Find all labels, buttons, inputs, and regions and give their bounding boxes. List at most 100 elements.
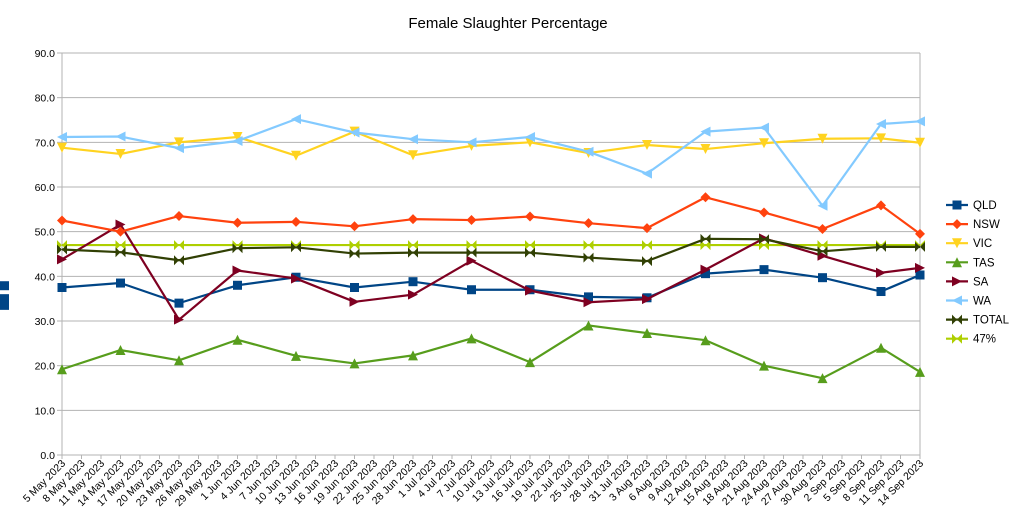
series-47-marker (174, 240, 179, 251)
series-sa-marker (349, 296, 360, 307)
series-vic-marker (817, 133, 828, 144)
series-total-marker-half (413, 247, 418, 258)
series-47-marker-half (471, 240, 477, 251)
series-total-marker (408, 247, 413, 258)
series-tas-line (61, 324, 921, 380)
legend-item-total-label: TOTAL (973, 315, 1010, 327)
series-total-marker-half (237, 243, 243, 254)
series-sa-marker (642, 294, 652, 305)
series-tas-marker (57, 364, 67, 375)
grid-lines (57, 52, 921, 456)
series-nsw-marker (817, 223, 828, 234)
series-sa-marker (115, 219, 126, 230)
legend-item-qld: QLD (946, 200, 997, 212)
series-wa-marker (466, 137, 477, 148)
series-tas-marker (759, 360, 769, 371)
series-wa-marker (642, 168, 652, 179)
legend-item-vic-label: VIC (973, 238, 992, 250)
series-wa (57, 114, 925, 211)
series-total-marker (700, 233, 706, 244)
legend-item-47: 47% (946, 333, 996, 346)
legend-item-sa-label: SA (973, 276, 989, 288)
legend-item-total-marker (952, 314, 957, 325)
series-wa-marker (349, 127, 360, 138)
series-wa-marker (583, 146, 594, 157)
series-qld-marker (759, 265, 769, 275)
series-47-marker (115, 240, 121, 251)
series-vic-marker (408, 150, 418, 161)
series-nsw-marker (57, 215, 67, 226)
series-wa-marker (291, 114, 301, 125)
series-vic-marker (115, 148, 126, 159)
series-total (57, 233, 925, 267)
series-47-marker (466, 240, 472, 251)
series-total-marker-half (354, 248, 360, 259)
series-47-marker-half (354, 240, 360, 251)
series-qld-marker (701, 269, 710, 279)
series-vic-marker (57, 142, 67, 153)
series-qld-marker (0, 281, 9, 291)
y-tick-label: 70.0 (35, 137, 56, 149)
series-total-marker (174, 255, 179, 266)
series-wa-marker (759, 122, 769, 133)
series-47-marker (583, 240, 589, 251)
series-wa-marker (115, 131, 126, 142)
legend-item-nsw-label: NSW (973, 219, 1000, 231)
series-qld-marker (915, 270, 925, 280)
series-qld-marker (876, 287, 886, 297)
series-sa-marker (408, 289, 418, 300)
legend-item-total-marker-half (957, 314, 962, 325)
series-47-marker (817, 240, 823, 251)
legend-item-wa-label: WA (973, 296, 991, 308)
series-total-line (61, 237, 920, 263)
series-total-marker (291, 242, 296, 253)
series-nsw-marker (466, 215, 477, 226)
series-qld-marker (174, 298, 184, 308)
series-wa-marker (817, 200, 828, 211)
y-tick-label: 60.0 (35, 182, 56, 194)
legend-item-47-marker-half (957, 333, 962, 344)
series-tas-marker (915, 366, 925, 377)
series-sa-marker (232, 265, 243, 276)
series-sa-line (61, 223, 921, 321)
series-vic-marker (174, 137, 184, 148)
legend: QLD NSW VIC TAS SA WA TOTAL 47% (946, 200, 1010, 346)
series-sa-marker (466, 255, 477, 266)
legend-item-tas-label: TAS (973, 257, 995, 269)
series-tas-marker (642, 328, 652, 339)
series-nsw-marker (349, 221, 360, 232)
series-qld (0, 265, 925, 310)
series-nsw (57, 192, 925, 239)
series-tas-marker (174, 355, 184, 366)
series-qld-marker (408, 277, 418, 287)
series-total-marker-half (881, 241, 886, 252)
series-wa-marker (525, 131, 535, 142)
series-qld-marker (0, 294, 9, 304)
legend-item-sa: SA (946, 276, 989, 288)
series-47-marker-half (822, 240, 828, 251)
series-tas-marker (700, 335, 711, 346)
legend-item-qld-marker (952, 200, 962, 210)
series-qld-marker (584, 292, 593, 302)
series-vic-marker (232, 131, 243, 142)
series-qld-marker (57, 283, 67, 292)
series-47-marker (700, 240, 706, 251)
series-total-marker (57, 244, 62, 255)
series-group (0, 114, 925, 384)
series-sa-marker (876, 267, 886, 278)
series-total-marker-half (530, 247, 535, 258)
series-total-marker (583, 252, 589, 263)
y-tick-label: 90.0 (35, 48, 56, 60)
series-total-marker-half (179, 255, 184, 266)
series-wa-marker (700, 126, 711, 137)
chart-title: Female Slaughter Percentage (408, 15, 607, 32)
series-tas-marker (876, 342, 886, 353)
series-nsw-marker (915, 228, 925, 239)
series-total-marker-half (920, 241, 925, 252)
series-wa-line (61, 118, 921, 207)
series-wa-marker (876, 119, 886, 130)
series-total-marker-half (822, 246, 828, 257)
legend-item-tas-marker (952, 257, 962, 268)
series-sa-marker (291, 273, 301, 284)
